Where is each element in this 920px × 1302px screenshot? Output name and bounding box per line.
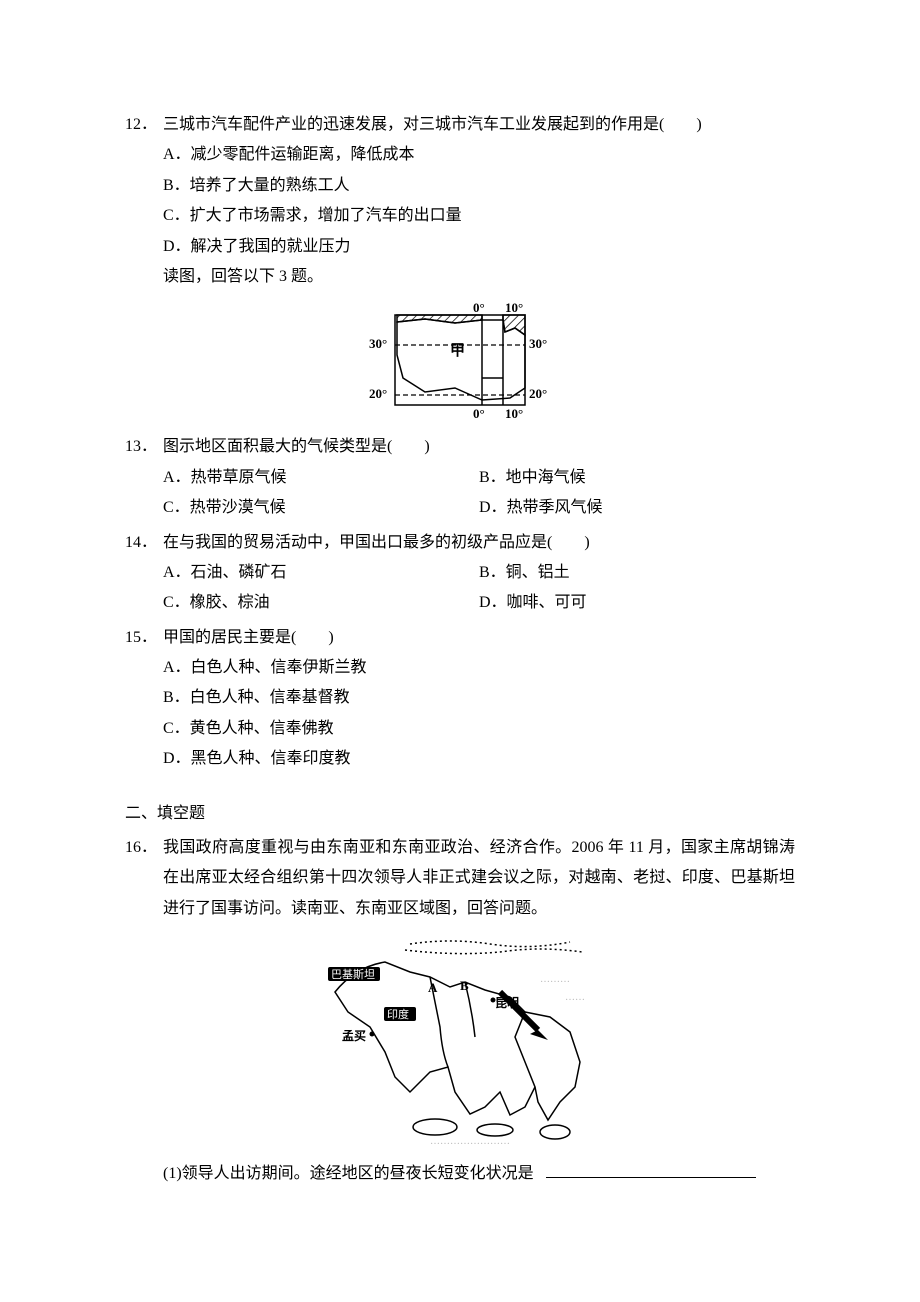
- option-d: D．黑色人种、信奉印度教: [163, 744, 795, 774]
- question-number: 15．: [125, 623, 163, 653]
- question-number: 12．: [125, 110, 163, 140]
- sub-question-1: (1)领导人出访期间。途经地区的昼夜长短变化状况是: [125, 1159, 795, 1189]
- option-b: B．培养了大量的熟练工人: [163, 171, 795, 201]
- sub-q-text: (1)领导人出访期间。途经地区的昼夜长短变化状况是: [163, 1165, 534, 1182]
- instruction: 读图，回答以下 3 题。: [125, 262, 795, 292]
- question-stem: 12． 三城市汽车配件产业的迅速发展，对三城市汽车工业发展起到的作用是( ): [125, 110, 795, 140]
- question-number: 16．: [125, 833, 163, 863]
- label-top-0: 0°: [473, 300, 485, 315]
- label-india: 印度: [387, 1007, 409, 1021]
- answer-blank: [546, 1162, 756, 1178]
- section-title: 二、填空题: [125, 799, 795, 829]
- label-left-20: 20°: [369, 386, 387, 401]
- option-b: B．铜、铝土: [479, 558, 795, 588]
- label-a: A: [428, 980, 438, 995]
- options: A．减少零配件运输距离，降低成本 B．培养了大量的熟练工人 C．扩大了市场需求，…: [125, 140, 795, 262]
- option-c: C．扩大了市场需求，增加了汽车的出口量: [163, 201, 795, 231]
- svg-text:……………………: ……………………: [430, 1136, 510, 1147]
- question-16: 16． 我国政府高度重视与由东南亚和东南亚政治、经济合作。2006 年 11 月…: [125, 833, 795, 1190]
- option-a: A．石油、磷矿石: [163, 558, 479, 588]
- question-13: 13． 图示地区面积最大的气候类型是( ) A．热带草原气候 B．地中海气候 C…: [125, 432, 795, 523]
- label-right-30: 30°: [529, 336, 547, 351]
- question-number: 13．: [125, 432, 163, 462]
- option-a: A．减少零配件运输距离，降低成本: [163, 140, 795, 170]
- question-stem: 13． 图示地区面积最大的气候类型是( ): [125, 432, 795, 462]
- option-c: C．热带沙漠气候: [163, 493, 479, 523]
- options: A．热带草原气候 B．地中海气候 C．热带沙漠气候 D．热带季风气候: [125, 463, 795, 524]
- svg-text:……: ……: [565, 992, 585, 1003]
- question-number: 14．: [125, 528, 163, 558]
- label-right-20: 20°: [529, 386, 547, 401]
- label-kunming: 昆明: [495, 996, 519, 1010]
- map-diagram-1: 0° 10° 30° 30° 20° 20° 0° 10° 甲: [125, 300, 795, 420]
- question-15: 15． 甲国的居民主要是( ) A．白色人种、信奉伊斯兰教 B．白色人种、信奉基…: [125, 623, 795, 775]
- svg-text:………: ………: [540, 974, 570, 985]
- question-stem: 16． 我国政府高度重视与由东南亚和东南亚政治、经济合作。2006 年 11 月…: [125, 833, 795, 924]
- label-b: B: [460, 978, 469, 993]
- option-b: B．白色人种、信奉基督教: [163, 683, 795, 713]
- option-d: D．咖啡、可可: [479, 588, 795, 618]
- question-12: 12． 三城市汽车配件产业的迅速发展，对三城市汽车工业发展起到的作用是( ) A…: [125, 110, 795, 292]
- map-svg-2: 巴基斯坦 印度 孟买 昆明 A B ……… …… ……………………: [300, 932, 620, 1147]
- question-text: 我国政府高度重视与由东南亚和东南亚政治、经济合作。2006 年 11 月，国家主…: [163, 833, 795, 924]
- question-text: 三城市汽车配件产业的迅速发展，对三城市汽车工业发展起到的作用是( ): [163, 110, 795, 140]
- option-b: B．地中海气候: [479, 463, 795, 493]
- label-mumbai: 孟买: [342, 1028, 366, 1043]
- question-text: 在与我国的贸易活动中，甲国出口最多的初级产品应是( ): [163, 528, 795, 558]
- option-c: C．橡胶、棕油: [163, 588, 479, 618]
- options: A．白色人种、信奉伊斯兰教 B．白色人种、信奉基督教 C．黄色人种、信奉佛教 D…: [125, 653, 795, 775]
- option-a: A．热带草原气候: [163, 463, 479, 493]
- question-text: 甲国的居民主要是( ): [163, 623, 795, 653]
- option-a: A．白色人种、信奉伊斯兰教: [163, 653, 795, 683]
- label-bottom-10: 10°: [505, 406, 523, 420]
- question-14: 14． 在与我国的贸易活动中，甲国出口最多的初级产品应是( ) A．石油、磷矿石…: [125, 528, 795, 619]
- label-top-10: 10°: [505, 300, 523, 315]
- options: A．石油、磷矿石 B．铜、铝土 C．橡胶、棕油 D．咖啡、可可: [125, 558, 795, 619]
- label-pakistan: 巴基斯坦: [331, 967, 375, 981]
- option-d: D．解决了我国的就业压力: [163, 232, 795, 262]
- label-left-30: 30°: [369, 336, 387, 351]
- option-d: D．热带季风气候: [479, 493, 795, 523]
- label-bottom-0: 0°: [473, 406, 485, 420]
- question-text: 图示地区面积最大的气候类型是( ): [163, 432, 795, 462]
- question-stem: 14． 在与我国的贸易活动中，甲国出口最多的初级产品应是( ): [125, 528, 795, 558]
- question-stem: 15． 甲国的居民主要是( ): [125, 623, 795, 653]
- map-svg: 0° 10° 30° 30° 20° 20° 0° 10° 甲: [355, 300, 565, 420]
- map-diagram-2: 巴基斯坦 印度 孟买 昆明 A B ……… …… ……………………: [125, 932, 795, 1147]
- label-center: 甲: [450, 342, 465, 359]
- option-c: C．黄色人种、信奉佛教: [163, 714, 795, 744]
